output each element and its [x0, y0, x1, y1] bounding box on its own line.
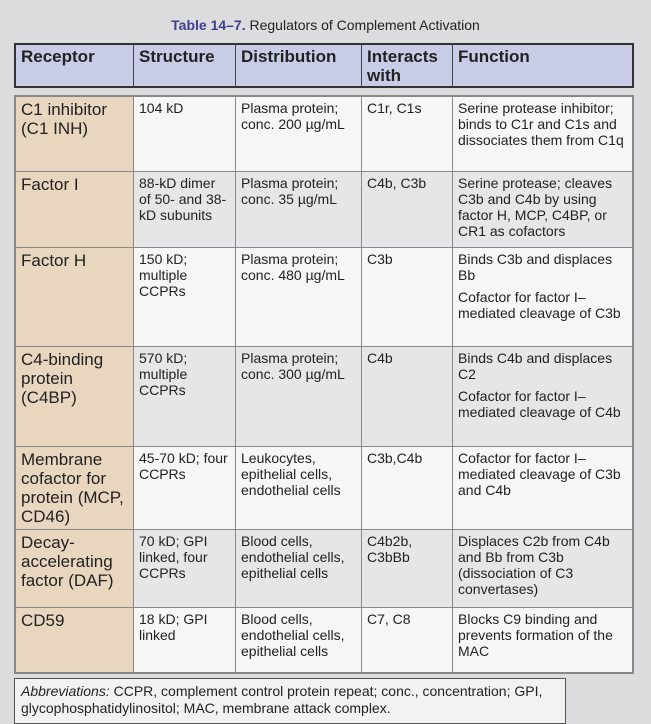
structure-cell: 150 kD; multiple CCPRs	[134, 248, 236, 346]
structure-cell: 18 kD; GPI linked	[134, 608, 236, 672]
function-cell: Binds C3b and displaces Bb Cofactor for f…	[453, 248, 632, 346]
distribution-cell: Plasma protein; conc. 300 µg/mL	[236, 347, 362, 446]
function-text: Binds C3b and displaces Bb	[458, 251, 613, 283]
receptor-cell: C4-binding protein (C4BP)	[16, 347, 134, 446]
function-text: Displaces C2b from C4b and Bb from C3b (…	[458, 533, 610, 597]
distribution-cell: Blood cells, endothelial cells, epitheli…	[236, 530, 362, 607]
table-header: Receptor Structure Distribution Interact…	[14, 43, 634, 88]
structure-cell: 45-70 kD; four CCPRs	[134, 447, 236, 529]
interacts-cell: C4b2b, C3bBb	[362, 530, 453, 607]
structure-cell: 570 kD; multiple CCPRs	[134, 347, 236, 446]
table-row: C4-binding protein (C4BP) 570 kD; multipl…	[16, 347, 632, 447]
structure-cell: 104 kD	[134, 97, 236, 171]
receptor-cell: Membrane cofactor for protein (MCP, CD46…	[16, 447, 134, 529]
distribution-cell: Leukocytes, epithelial cells, endothelia…	[236, 447, 362, 529]
table-row: Factor H 150 kD; multiple CCPRs Plasma pro…	[16, 248, 632, 347]
function-cell: Cofactor for factor I–mediated cleavage …	[453, 447, 632, 529]
function-cell: Serine protease; cleaves C3b and C4b by …	[453, 172, 632, 247]
receptor-cell: Factor H	[16, 248, 134, 346]
footnote-label: Abbreviations:	[21, 683, 110, 699]
footnote-text: CCPR, complement control protein repeat;…	[21, 683, 543, 716]
receptor-cell: Factor I	[16, 172, 134, 247]
table-row: Membrane cofactor for protein (MCP, CD46…	[16, 447, 632, 530]
table-row: CD59 18 kD; GPI linked Blood cells, endoth…	[16, 608, 632, 672]
receptor-cell: CD59	[16, 608, 134, 672]
column-header-distribution: Distribution	[236, 45, 362, 86]
interacts-cell: C3b	[362, 248, 453, 346]
interacts-cell: C7, C8	[362, 608, 453, 672]
receptor-cell: C1 inhibitor (C1 INH)	[16, 97, 134, 171]
structure-cell: 88-kD dimer of 50- and 38-kD subunits	[134, 172, 236, 247]
distribution-cell: Plasma protein; conc. 200 µg/mL	[236, 97, 362, 171]
abbreviations-footnote: Abbreviations: CCPR, complement control …	[14, 678, 566, 724]
distribution-cell: Blood cells, endothelial cells, epitheli…	[236, 608, 362, 672]
function-text: Serine protease; cleaves C3b and C4b by …	[458, 175, 613, 239]
function-text: Cofactor for factor I–mediated cleavage …	[458, 289, 621, 321]
function-cell: Displaces C2b from C4b and Bb from C3b (…	[453, 530, 632, 607]
column-header-interacts: Interacts with	[362, 45, 453, 86]
regulators-table: C1 inhibitor (C1 INH) 104 kD Plasma protei…	[14, 95, 634, 674]
column-header-function: Function	[458, 47, 530, 66]
table-number: Table 14–7.	[171, 17, 246, 33]
table-row: C1 inhibitor (C1 INH) 104 kD Plasma protei…	[16, 97, 632, 172]
function-text: Cofactor for factor I–mediated cleavage …	[458, 388, 621, 420]
interacts-cell: C3b,C4b	[362, 447, 453, 529]
interacts-cell: C4b	[362, 347, 453, 446]
function-text: Cofactor for factor I–mediated cleavage …	[458, 450, 621, 498]
function-cell: Binds C4b and displaces C2 Cofactor for f…	[453, 347, 632, 446]
table-row: Decay-accelerating factor (DAF) 70 kD; GP…	[16, 530, 632, 608]
distribution-cell: Plasma protein; conc. 35 µg/mL	[236, 172, 362, 247]
function-text: Binds C4b and displaces C2	[458, 350, 613, 382]
distribution-cell: Plasma protein; conc. 480 µg/mL	[236, 248, 362, 346]
interacts-cell: C4b, C3b	[362, 172, 453, 247]
structure-cell: 70 kD; GPI linked, four CCPRs	[134, 530, 236, 607]
table-row: Factor I 88-kD dimer of 50- and 38-kD sub…	[16, 172, 632, 248]
column-header-receptor: Receptor	[16, 45, 134, 86]
function-cell: Serine protease inhibitor; binds to C1r …	[453, 97, 632, 171]
receptor-cell: Decay-accelerating factor (DAF)	[16, 530, 134, 607]
table-title: Table 14–7. Regulators of Complement Act…	[0, 17, 651, 33]
column-header-structure: Structure	[134, 45, 236, 86]
function-cell: Blocks C9 binding and prevents formation…	[453, 608, 632, 672]
function-text: Blocks C9 binding and prevents formation…	[458, 611, 613, 659]
function-text: Serine protease inhibitor; binds to C1r …	[458, 100, 624, 148]
interacts-cell: C1r, C1s	[362, 97, 453, 171]
table-caption: Regulators of Complement Activation	[249, 17, 480, 33]
